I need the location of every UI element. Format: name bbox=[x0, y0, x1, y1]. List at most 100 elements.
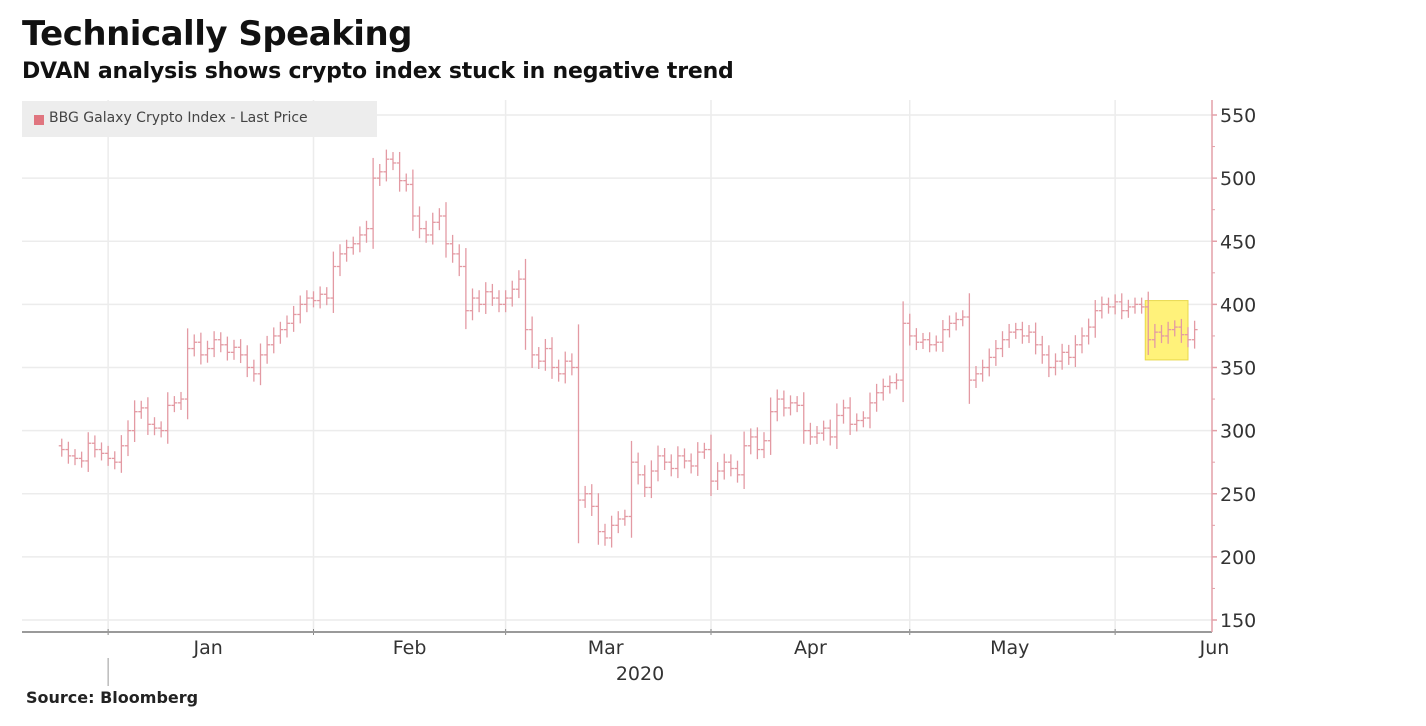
y-tick-label: 200 bbox=[1220, 547, 1256, 569]
ohlc-bar bbox=[582, 485, 589, 508]
y-tick-label: 400 bbox=[1220, 294, 1256, 316]
chart-subtitle: DVAN analysis shows crypto index stuck i… bbox=[22, 59, 734, 84]
ohlc-bar bbox=[761, 432, 767, 459]
ohlc-bar bbox=[502, 290, 509, 313]
ohlc-bar bbox=[688, 453, 695, 474]
ohlc-bar bbox=[840, 399, 847, 424]
ohlc-bar bbox=[476, 290, 483, 313]
ohlc-bar bbox=[343, 239, 350, 262]
y-tick-label: 300 bbox=[1220, 421, 1256, 443]
ohlc-bar bbox=[1112, 294, 1119, 315]
ohlc-bar bbox=[1079, 327, 1085, 354]
ohlc-bar bbox=[1026, 325, 1032, 344]
ohlc-bar bbox=[992, 340, 999, 366]
ohlc-bar bbox=[1165, 321, 1172, 344]
ohlc-bar bbox=[1012, 322, 1019, 339]
ohlc-bar bbox=[1019, 321, 1026, 344]
source-note: Source: Bloomberg bbox=[26, 688, 199, 707]
ohlc-bar bbox=[787, 395, 794, 416]
ohlc-bar bbox=[814, 426, 820, 445]
ohlc-bar bbox=[244, 345, 251, 378]
ohlc-bar bbox=[568, 353, 575, 376]
ohlc-bar bbox=[396, 151, 403, 192]
ohlc-bar bbox=[602, 523, 608, 546]
ohlc-bar bbox=[780, 390, 787, 417]
ohlc-bar bbox=[429, 212, 436, 245]
ohlc-bar bbox=[231, 339, 237, 360]
ohlc-bar bbox=[98, 442, 105, 461]
ohlc-bar bbox=[211, 331, 218, 358]
ohlc-bar bbox=[641, 465, 648, 498]
ohlc-bar bbox=[555, 359, 562, 382]
ohlc-bar bbox=[721, 453, 728, 480]
ohlc-bar bbox=[1118, 293, 1125, 320]
ohlc-bar bbox=[714, 462, 721, 491]
ohlc-bar bbox=[257, 343, 264, 386]
ohlc-bar bbox=[694, 442, 701, 476]
ohlc-bar bbox=[953, 312, 960, 331]
ohlc-bar bbox=[529, 316, 536, 369]
ohlc-bar bbox=[655, 445, 661, 482]
ohlc-bar bbox=[615, 511, 622, 534]
ohlc-bar bbox=[926, 332, 933, 353]
ohlc-bar bbox=[284, 315, 290, 338]
ohlc-bar bbox=[767, 397, 774, 455]
ohlc-bar bbox=[588, 484, 595, 516]
ohlc-bar bbox=[1132, 297, 1138, 314]
ohlc-bar bbox=[469, 288, 476, 321]
ohlc-bar bbox=[807, 422, 814, 445]
ohlc-bar bbox=[562, 351, 569, 384]
ohlc-bar bbox=[337, 244, 343, 277]
gridlines bbox=[22, 100, 1212, 632]
ohlc-bar bbox=[880, 378, 887, 401]
ohlc-bar bbox=[542, 338, 549, 371]
ohlc-bar bbox=[197, 332, 204, 365]
ohlc-bar bbox=[72, 449, 78, 466]
ohlc-bar bbox=[317, 286, 324, 309]
ohlc-bar bbox=[1178, 318, 1185, 343]
ohlc-bar bbox=[549, 337, 555, 379]
y-tick-label: 450 bbox=[1220, 231, 1256, 253]
ohlc-bar bbox=[754, 427, 761, 460]
x-tick-label: May bbox=[990, 637, 1029, 659]
ohlc-bar bbox=[635, 452, 642, 485]
ohlc-bar bbox=[774, 389, 781, 422]
ohlc-bar bbox=[668, 454, 675, 477]
ohlc-bar bbox=[376, 163, 383, 186]
ohlc-bar bbox=[1171, 320, 1178, 337]
ohlc-bar bbox=[1059, 343, 1066, 370]
ohlc-bar bbox=[734, 460, 741, 483]
ohlc-bar bbox=[933, 335, 940, 352]
x-tick-label: Jan bbox=[192, 637, 222, 659]
ohlc-bar bbox=[297, 295, 304, 324]
ohlc-bar bbox=[65, 441, 72, 464]
ohlc-bar bbox=[125, 420, 131, 457]
ohlc-bar bbox=[1145, 291, 1152, 355]
ohlc-bar bbox=[661, 448, 668, 471]
ohlc-bar bbox=[595, 493, 602, 545]
ohlc-bar bbox=[833, 403, 840, 450]
ohlc-bar bbox=[118, 435, 125, 473]
ohlc-bar bbox=[151, 417, 158, 436]
ohlc-bar bbox=[509, 280, 516, 307]
ohlc-bar bbox=[456, 244, 463, 277]
ohlc-bar bbox=[91, 435, 98, 458]
ohlc-bar bbox=[105, 445, 112, 466]
ohlc-bar bbox=[681, 448, 688, 469]
ohlc-bar bbox=[708, 434, 714, 497]
ohlc-bar bbox=[1072, 335, 1079, 367]
ohlc-bar bbox=[820, 420, 827, 441]
ohlc-bar bbox=[436, 208, 443, 231]
ohlc-bar bbox=[794, 396, 801, 413]
ohlc-bar bbox=[482, 282, 489, 314]
ohlc-bar bbox=[860, 411, 867, 428]
chart-title: Technically Speaking bbox=[22, 14, 413, 54]
ohlc-bar bbox=[986, 348, 993, 377]
ohlc-bar bbox=[370, 157, 377, 249]
ohlc-bar bbox=[1092, 300, 1099, 338]
ohlc-bar bbox=[178, 391, 184, 410]
legend: BBG Galaxy Crypto Index - Last Price bbox=[22, 101, 377, 137]
ohlc-bar bbox=[515, 270, 522, 299]
ohlc-bar bbox=[264, 335, 271, 364]
ohlc-bar bbox=[939, 320, 946, 352]
